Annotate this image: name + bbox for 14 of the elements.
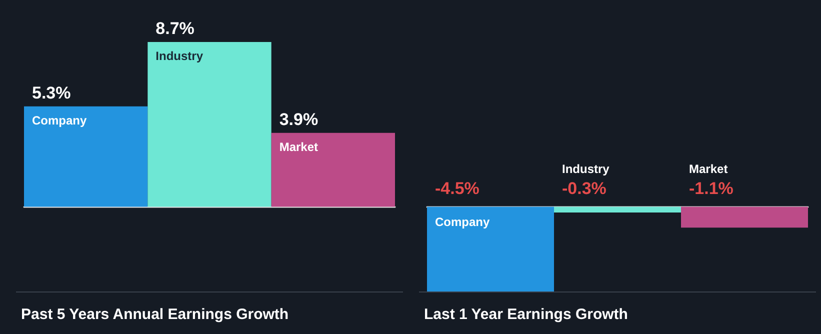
- x-tick-label: Company: [435, 214, 490, 229]
- data-label: -1.1%: [689, 178, 734, 198]
- text: Last 1 Year Earnings Growth: [424, 306, 628, 323]
- x-tick-label: Industry: [156, 49, 204, 63]
- data-label: -0.3%: [562, 178, 606, 198]
- data-label: -4.5%: [435, 178, 480, 198]
- x-tick-label: Industry: [562, 162, 610, 176]
- data-label: 8.7%: [156, 19, 194, 38]
- x-tick-label: Market: [689, 162, 728, 176]
- data-label: 3.9%: [279, 110, 318, 129]
- data-label: 5.3%: [32, 83, 71, 102]
- x-tick-label: Market: [279, 140, 318, 154]
- x-tick-label: Company: [32, 113, 87, 128]
- text: Past 5 Years Annual Earnings Growth: [21, 306, 289, 323]
